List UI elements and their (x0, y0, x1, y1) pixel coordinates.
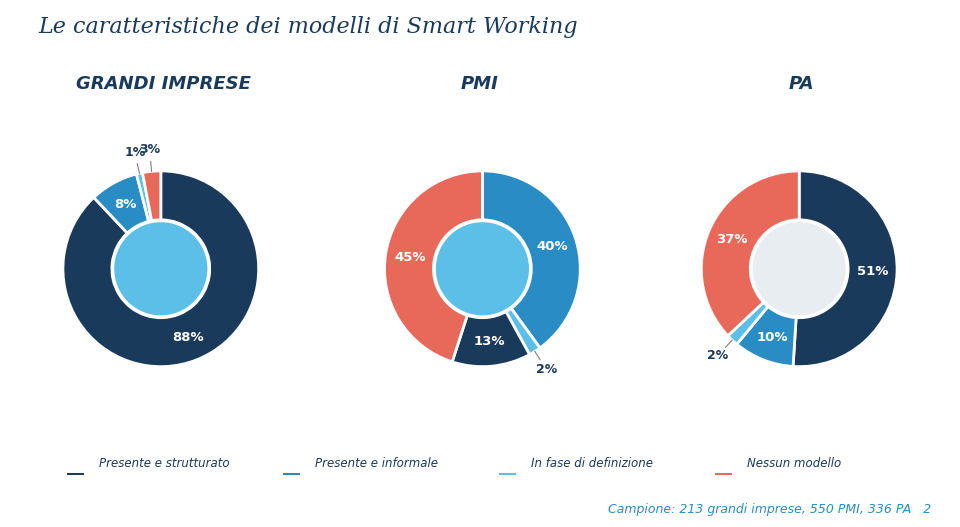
Wedge shape (94, 174, 149, 233)
Wedge shape (506, 308, 540, 355)
Text: 13%: 13% (473, 335, 505, 348)
Wedge shape (63, 171, 258, 367)
Text: 2%: 2% (707, 349, 728, 362)
Bar (715, 473, 732, 475)
Text: Presente e informale: Presente e informale (315, 457, 438, 470)
Wedge shape (385, 171, 482, 362)
Text: 10%: 10% (756, 330, 788, 344)
Text: Nessun modello: Nessun modello (747, 457, 841, 470)
Text: 1%: 1% (124, 146, 145, 159)
Text: PMI: PMI (461, 75, 499, 93)
Text: 37%: 37% (716, 233, 748, 246)
Text: 45%: 45% (395, 251, 425, 264)
Text: 2%: 2% (536, 363, 557, 376)
Text: Campione: 213 grandi imprese, 550 PMI, 336 PA   2: Campione: 213 grandi imprese, 550 PMI, 3… (608, 503, 931, 516)
Wedge shape (793, 171, 897, 367)
Wedge shape (452, 311, 530, 367)
Text: 88%: 88% (172, 330, 204, 344)
Wedge shape (142, 171, 161, 221)
Circle shape (435, 221, 530, 317)
Wedge shape (702, 171, 799, 336)
Bar (67, 473, 84, 475)
Text: In fase di definizione: In fase di definizione (531, 457, 653, 470)
Text: 8%: 8% (114, 198, 136, 211)
Text: 40%: 40% (537, 240, 568, 252)
Text: Le caratteristiche dei modelli di Smart Working: Le caratteristiche dei modelli di Smart … (38, 16, 578, 38)
Text: PA: PA (789, 75, 814, 93)
Wedge shape (728, 302, 768, 344)
Text: Presente e strutturato: Presente e strutturato (99, 457, 229, 470)
Bar (499, 473, 516, 475)
Text: GRANDI IMPRESE: GRANDI IMPRESE (76, 75, 251, 93)
Wedge shape (136, 173, 152, 221)
Bar (283, 473, 300, 475)
Circle shape (752, 221, 847, 317)
Wedge shape (737, 307, 796, 366)
Wedge shape (482, 171, 580, 348)
Text: 3%: 3% (139, 143, 160, 157)
Circle shape (113, 221, 208, 317)
Text: 51%: 51% (857, 265, 888, 278)
